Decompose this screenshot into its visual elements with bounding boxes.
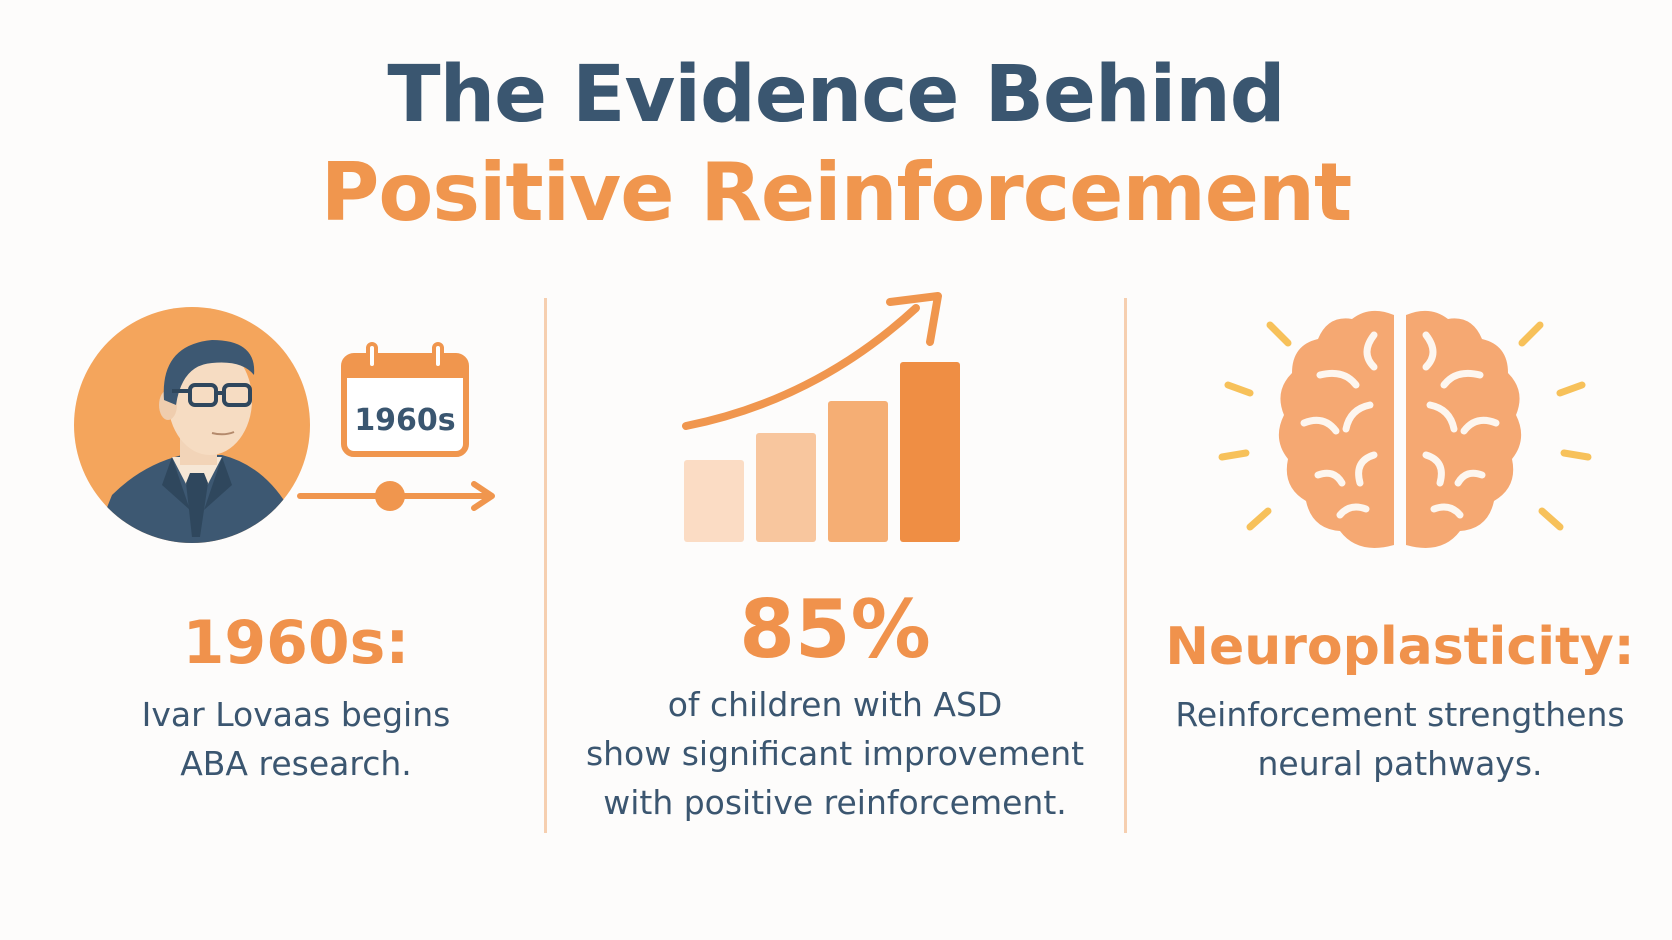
column-3-description-line-2: neural pathways. (1257, 744, 1543, 783)
column-1-description: Ivar Lovaas begins ABA research. (72, 690, 520, 788)
column-divider-left (544, 298, 547, 833)
calendar-icon: 1960s (340, 340, 470, 460)
column-2-description-line-1: of children with ASD (667, 685, 1003, 724)
bar-4 (900, 362, 960, 542)
bar-3 (828, 401, 888, 542)
column-2-description-line-3: with positive reinforcement. (603, 783, 1067, 822)
bar-1 (684, 460, 744, 542)
column-3-description-line-1: Reinforcement strengthens (1175, 695, 1625, 734)
column-2-description: of children with ASD show significant im… (560, 680, 1110, 827)
column-2-heading: 85% (739, 583, 931, 676)
column-divider-right (1124, 298, 1127, 833)
column-2-description-line-2: show significant improvement (585, 734, 1085, 773)
bar-2 (756, 433, 816, 542)
trend-arrow-icon (676, 290, 946, 440)
column-1-heading: 1960s: (182, 608, 410, 678)
bar-chart-icon (670, 290, 970, 550)
timeline-arrow-icon (296, 476, 501, 516)
column-3-heading: Neuroplasticity: (1165, 617, 1635, 677)
column-3-description: Reinforcement strengthens neural pathway… (1140, 690, 1660, 788)
title-line-1: The Evidence Behind (387, 50, 1285, 140)
radiating-lines-icon (1210, 305, 1600, 555)
column-1-description-line-2: ABA research. (180, 744, 412, 783)
brain-icon (1270, 305, 1530, 560)
calendar-label: 1960s (354, 403, 455, 438)
title-line-2: Positive Reinforcement (320, 146, 1353, 239)
column-1-description-line-1: Ivar Lovaas begins (141, 695, 451, 734)
portrait-icon (72, 305, 312, 545)
